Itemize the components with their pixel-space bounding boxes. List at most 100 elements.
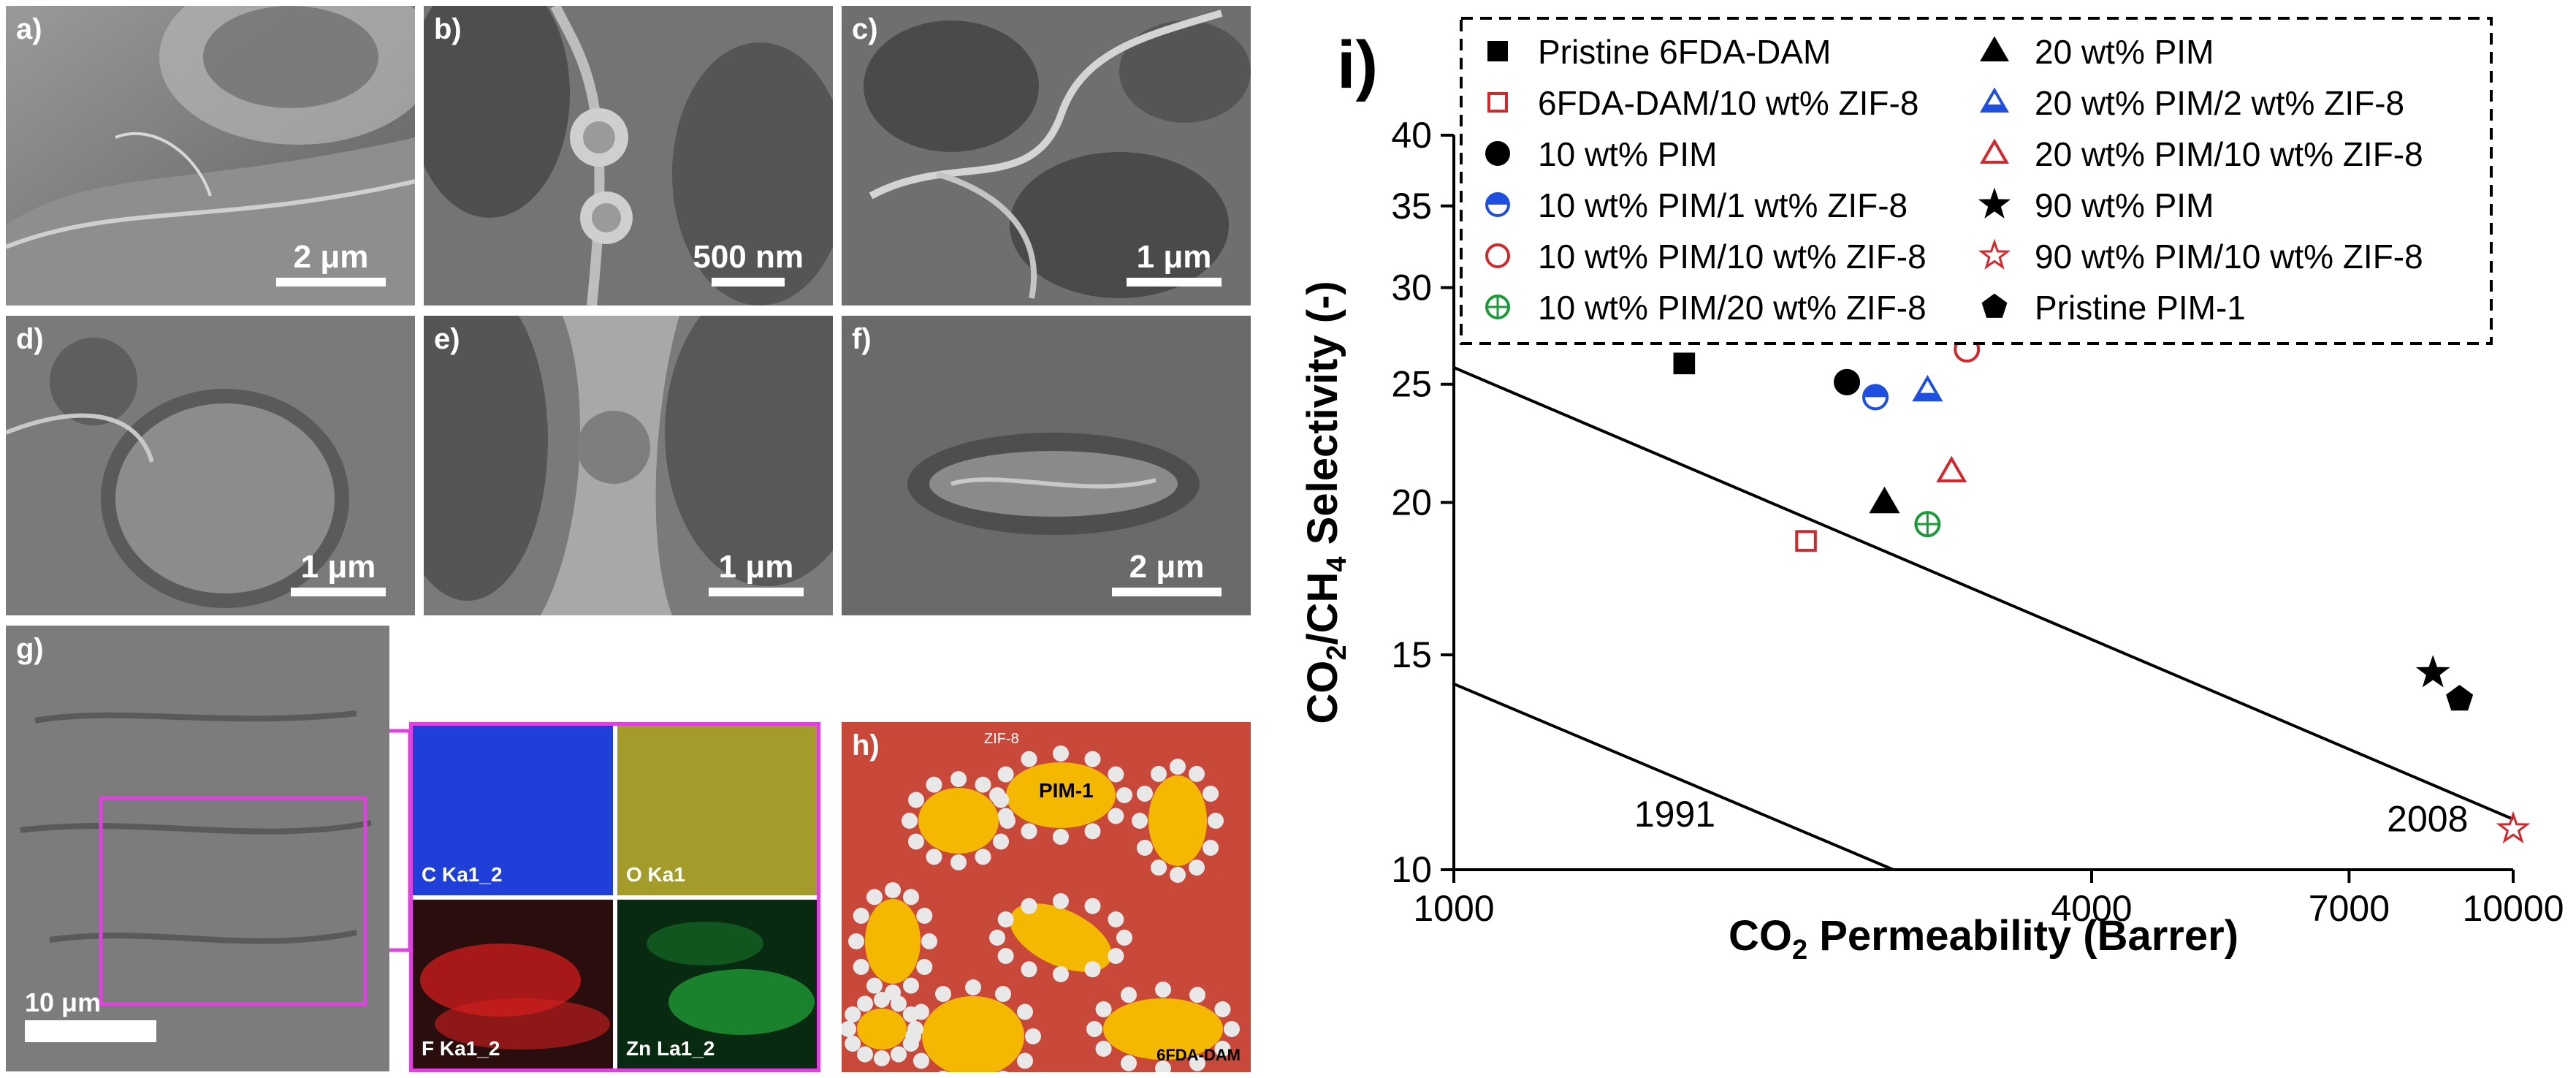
zif8-particle bbox=[1108, 808, 1124, 824]
legend-label-8: 20 wt% PIM/10 wt% ZIF-8 bbox=[2035, 135, 2423, 173]
zif8-particle bbox=[1095, 1041, 1112, 1057]
x-axis-label: CO2 Permeability (Barrer) bbox=[1729, 912, 2238, 965]
legend-marker-1 bbox=[1487, 92, 1508, 113]
sem-panel-d: d) 1 μm bbox=[6, 316, 415, 615]
legend-label-3: 10 wt% PIM/1 wt% ZIF-8 bbox=[1538, 186, 1908, 224]
sem-image-d bbox=[6, 316, 415, 615]
zif8-particle bbox=[993, 792, 1010, 808]
data-point-9 bbox=[2415, 655, 2450, 688]
zif8-particle bbox=[1155, 1060, 1171, 1072]
eds-map-oxygen: O Ka1 bbox=[617, 726, 817, 895]
zif8-particle bbox=[902, 1036, 919, 1052]
zif8-particle bbox=[998, 1071, 1008, 1072]
data-point-10 bbox=[2496, 811, 2531, 844]
eds-map-zinc: Zn La1_2 bbox=[617, 900, 817, 1068]
sem-panel-b: b) 500 nm bbox=[424, 6, 833, 305]
zif8-particle bbox=[1053, 745, 1069, 762]
legend-marker-4 bbox=[1485, 243, 1510, 268]
scale-line-f bbox=[1112, 588, 1222, 596]
scale-text-f: 2 μm bbox=[1129, 549, 1205, 585]
zif8-particle bbox=[1189, 765, 1205, 782]
zif8-particle bbox=[845, 1006, 861, 1022]
y-tick-label: 20 bbox=[1391, 482, 1432, 523]
zif8-particle bbox=[995, 985, 1011, 1002]
legend-marker-11 bbox=[1981, 293, 2008, 318]
legend-label-11: Pristine PIM-1 bbox=[2035, 289, 2246, 327]
zif8-particle bbox=[935, 985, 951, 1002]
legend-label-9: 90 wt% PIM bbox=[2035, 186, 2214, 224]
legend-box bbox=[1460, 17, 2493, 345]
eds-map-carbon: C Ka1_2 bbox=[413, 726, 613, 895]
zinc-distribution bbox=[647, 922, 815, 1035]
panel-label-h: h) bbox=[852, 729, 880, 762]
x-tick-label: 4000 bbox=[2051, 888, 2132, 929]
zif8-particle bbox=[1208, 813, 1224, 829]
zif8-particle bbox=[1108, 948, 1124, 964]
legend-label-2: 10 wt% PIM bbox=[1538, 135, 1717, 173]
legend-marker-6 bbox=[1980, 36, 2009, 61]
zif8-particle bbox=[1108, 766, 1124, 783]
zif8-particle bbox=[907, 833, 924, 850]
pim1-particle bbox=[1010, 903, 1112, 972]
scale-line-g bbox=[25, 1020, 156, 1042]
pim1-particle bbox=[918, 788, 999, 854]
pim1-particle bbox=[922, 996, 1024, 1072]
zif8-particle bbox=[1189, 1055, 1205, 1071]
selectivity-permeability-chart: i) 1000 4000 7000 10000 10 15 20 25 30 35 40 CO2 Per… bbox=[1299, 17, 2564, 965]
scale-bar-b: 500 nm bbox=[693, 241, 804, 286]
panel-label-d: d) bbox=[16, 323, 44, 355]
zif8-particle bbox=[874, 1050, 890, 1066]
data-point-8 bbox=[1936, 455, 1967, 483]
panel-label-f: f) bbox=[852, 323, 872, 355]
zif8-particle bbox=[993, 833, 1010, 850]
zif8-particle bbox=[1136, 786, 1153, 802]
zif8-particle bbox=[975, 849, 991, 865]
legend-label-4: 10 wt% PIM/10 wt% ZIF-8 bbox=[1538, 238, 1927, 276]
matrix-label: 6FDA-DAM bbox=[1156, 1046, 1241, 1064]
zif8-particle bbox=[921, 933, 937, 949]
scale-text-e: 1 μm bbox=[718, 549, 794, 585]
legend: Pristine 6FDA-DAM 6FDA-DAM/10 wt% ZIF-8 10… bbox=[1460, 17, 2493, 345]
fluorine-distribution bbox=[420, 944, 610, 1049]
zif8-particle bbox=[1108, 911, 1124, 927]
zif8-particle bbox=[1203, 840, 1219, 856]
sem-panel-c: c) 1 μm bbox=[842, 6, 1251, 305]
scale-text-c: 1 μm bbox=[1136, 239, 1212, 275]
zif8-particle bbox=[950, 771, 967, 787]
legend-marker-5 bbox=[1485, 295, 1510, 319]
eds-map-fluorine: F Ka1_2 bbox=[413, 900, 613, 1068]
zif8-particle bbox=[857, 995, 873, 1012]
data-point-2 bbox=[1834, 368, 1861, 395]
zif8-particle bbox=[916, 959, 933, 975]
legend-label-1: 6FDA-DAM/10 wt% ZIF-8 bbox=[1538, 84, 1918, 122]
upper-bound-line-1991 bbox=[1453, 682, 1894, 871]
zif8-particle bbox=[1121, 1055, 1137, 1071]
scale-text-a: 2 μm bbox=[293, 239, 369, 275]
y-axis-label: CO2/CH4 Selectivity (-) bbox=[1299, 281, 1352, 724]
zif8-particle bbox=[902, 1006, 919, 1022]
zif8-particle bbox=[1053, 966, 1069, 982]
x-tick-label: 7000 bbox=[2309, 888, 2390, 929]
panel-label-g: g) bbox=[16, 633, 44, 665]
scale-line-c bbox=[1127, 278, 1222, 286]
sem-image-e bbox=[424, 316, 833, 615]
zif8-particle bbox=[1121, 987, 1137, 1003]
data-point-3 bbox=[1862, 384, 1889, 411]
legend-marker-8 bbox=[1980, 138, 2009, 164]
zif8-particle bbox=[1021, 961, 1037, 978]
zif8-particle bbox=[1151, 859, 1167, 876]
x-tick-label: 10000 bbox=[2462, 888, 2564, 929]
sem-panel-e: e) 1 μm bbox=[424, 316, 833, 615]
y-tick-label: 15 bbox=[1391, 634, 1432, 675]
zif8-particle bbox=[1132, 813, 1148, 829]
zif8-particle bbox=[965, 979, 981, 995]
eds-label-fluorine: F Ka1_2 bbox=[422, 1037, 500, 1060]
zoom-connector bbox=[389, 729, 411, 952]
y-tick-label: 35 bbox=[1391, 186, 1432, 227]
eds-label-oxygen: O Ka1 bbox=[626, 863, 685, 886]
pim1-particle bbox=[1148, 775, 1207, 866]
zif8-particle bbox=[1053, 893, 1069, 909]
zif8-particle bbox=[853, 959, 869, 975]
data-point-5 bbox=[1914, 511, 1941, 538]
chart-panel-i: i) 1000 4000 7000 10000 10 15 20 25 30 35 40 CO2 Per… bbox=[1257, 0, 2576, 1078]
